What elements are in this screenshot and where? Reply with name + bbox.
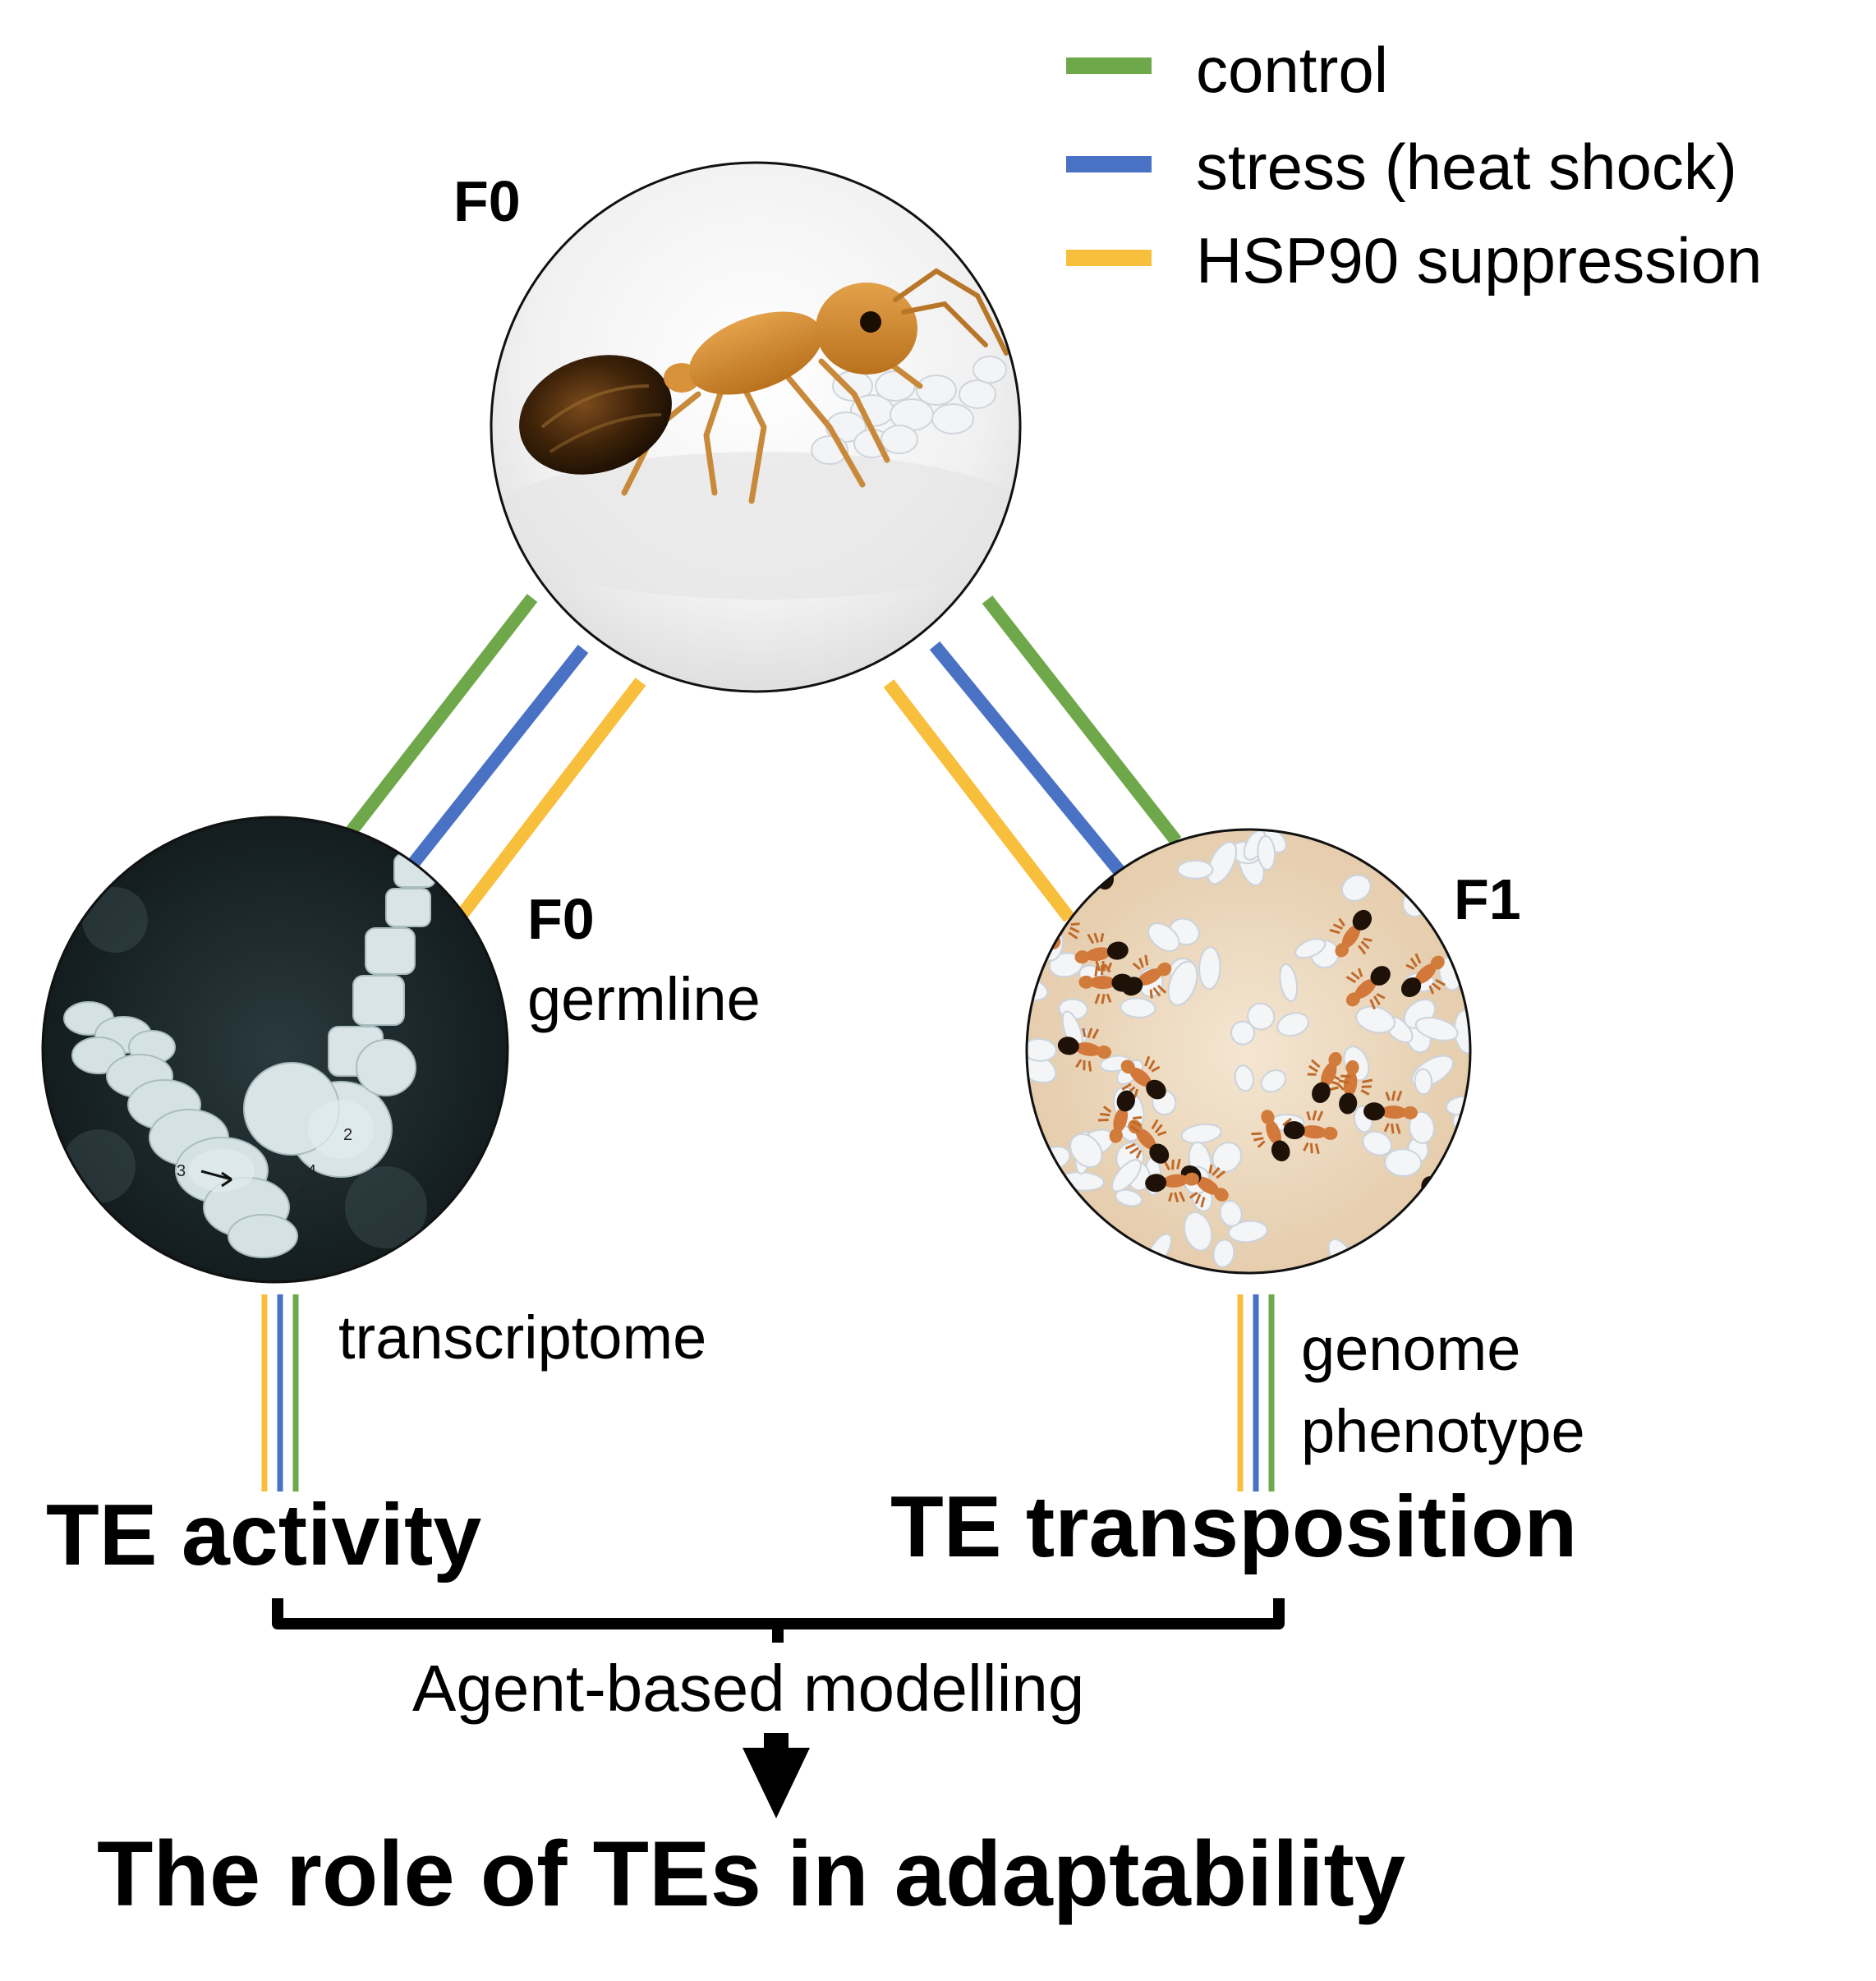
worker-ant	[1400, 953, 1446, 998]
brood-egg	[1219, 1200, 1243, 1227]
connector-left-stress	[397, 645, 589, 881]
micrograph-mark-3: 3	[177, 1162, 186, 1180]
worker-ant	[1363, 1090, 1418, 1134]
node-right-label: F1	[1454, 867, 1521, 931]
worker-ant	[1097, 1090, 1143, 1143]
bracket	[272, 1598, 1285, 1629]
worker-ant	[1057, 1027, 1112, 1072]
brood-egg	[1260, 1069, 1287, 1093]
down-arrow	[743, 1733, 810, 1818]
brood-egg	[1212, 1239, 1235, 1268]
ovary-micrograph-image: 3 4 5 2	[43, 817, 508, 1282]
brood-egg	[1147, 922, 1180, 952]
ant-queen-image	[491, 163, 1020, 692]
worker-ant	[1307, 1051, 1351, 1104]
vertical-lines-right	[1237, 1294, 1275, 1491]
worker-ant	[1329, 909, 1373, 958]
legend-label-control: control	[1196, 34, 1389, 106]
connector-left-control	[339, 594, 538, 843]
brood-egg	[1167, 960, 1198, 1006]
brood-egg	[1276, 1012, 1310, 1037]
micrograph-mark-4: 4	[307, 1162, 316, 1180]
brood-egg	[1441, 1220, 1470, 1262]
brood-egg	[1069, 1133, 1103, 1168]
brood-egg	[1234, 1064, 1254, 1092]
vertical-lines-left	[261, 1294, 299, 1491]
connector-right	[883, 595, 1182, 922]
connector-left	[339, 594, 646, 926]
outcome-te-transposition: TE transposition	[890, 1478, 1578, 1575]
brood-egg	[1180, 1123, 1222, 1144]
measure-transcriptome: transcriptome	[338, 1303, 707, 1372]
micrograph-mark-5: 5	[299, 1184, 308, 1202]
ovary-micrograph-circle	[41, 816, 509, 1284]
outcome-te-activity: TE activity	[46, 1487, 482, 1583]
worker-ant	[1120, 1055, 1166, 1100]
brood-egg	[1355, 1005, 1396, 1034]
brood-egg	[1198, 946, 1221, 990]
brood-egg	[1227, 1220, 1268, 1243]
legend-swatch-control	[1066, 57, 1152, 74]
brood-egg	[1230, 1020, 1256, 1046]
node-top-label: F0	[453, 169, 521, 233]
brood-egg	[1207, 841, 1238, 885]
brood-egg	[1053, 834, 1081, 867]
connector-right-hsp90	[883, 679, 1075, 922]
micrograph-arrow	[200, 1170, 232, 1181]
brood-egg	[1439, 1164, 1470, 1204]
legend-label-stress: stress (heat shock)	[1196, 131, 1737, 203]
measure-genome: genome	[1301, 1315, 1521, 1383]
node-left-sublabel: germline	[527, 965, 761, 1033]
micrograph-mark-2: 2	[343, 1126, 352, 1144]
brood-egg	[1177, 859, 1214, 880]
brood-egg	[1247, 1002, 1276, 1031]
worker-ant	[1283, 1110, 1338, 1155]
worker-ant	[1122, 954, 1172, 999]
measure-phenotype: phenotype	[1301, 1397, 1585, 1465]
ant-colony-image	[1027, 830, 1470, 1273]
worker-ant	[1328, 1059, 1373, 1115]
worker-ant	[1145, 1158, 1199, 1203]
ant-queen-circle	[490, 161, 1022, 693]
brood-egg	[1257, 834, 1276, 871]
legend-label-hsp90: HSP90 suppression	[1196, 224, 1763, 296]
conclusion-title: The role of TEs in adaptability	[97, 1822, 1406, 1925]
brood-egg	[1183, 1211, 1213, 1252]
ant-colony-circle	[1025, 828, 1472, 1275]
connector-right-control	[982, 595, 1182, 845]
legend-swatch-hsp90	[1066, 250, 1152, 266]
worker-ant	[1403, 830, 1448, 878]
brood-egg	[1115, 1188, 1143, 1207]
brood-egg	[1340, 874, 1372, 902]
brood-egg	[1408, 1110, 1435, 1144]
brood-egg	[1294, 938, 1327, 959]
worker-ant	[1074, 932, 1129, 977]
brood-egg	[1120, 997, 1156, 1018]
method-label: Agent-based modelling	[412, 1652, 1085, 1725]
brood-egg	[1414, 1068, 1433, 1096]
brood-egg	[1027, 1037, 1057, 1062]
worker-ant	[1345, 966, 1391, 1010]
connector-right-stress	[929, 641, 1126, 877]
legend-swatch-stress	[1066, 156, 1152, 172]
brood-egg	[1384, 1148, 1423, 1177]
connector-left-hsp90	[451, 678, 646, 926]
brood-egg	[1279, 963, 1299, 1002]
brood-egg	[1362, 1130, 1392, 1156]
brood-egg	[1049, 849, 1078, 871]
brood-egg	[1110, 1159, 1142, 1193]
node-left-label: F0	[527, 887, 595, 951]
brood-egg	[1414, 1017, 1459, 1041]
